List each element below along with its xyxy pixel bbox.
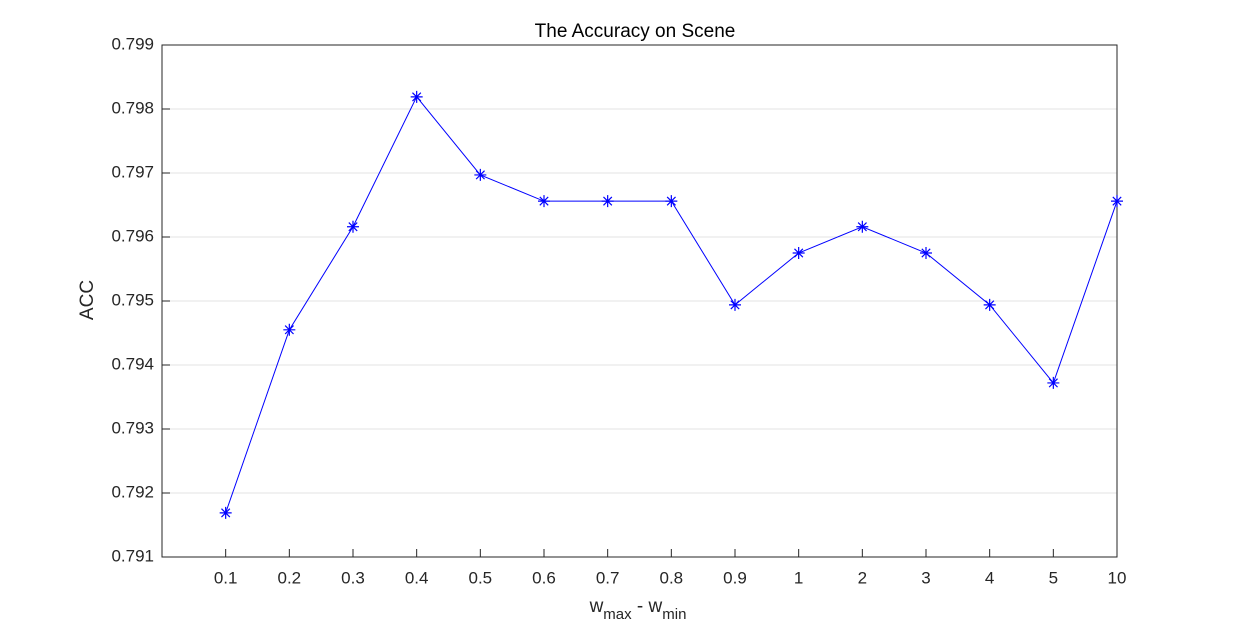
data-marker xyxy=(1111,195,1123,208)
x-tick-label: 0.7 xyxy=(596,568,620,587)
data-marker xyxy=(347,220,359,233)
x-label-sub: min xyxy=(662,606,686,623)
data-marker xyxy=(283,323,296,336)
x-tick-label: 0.5 xyxy=(469,568,493,587)
data-marker xyxy=(474,168,487,181)
chart-title: The Accuracy on Scene xyxy=(535,21,736,42)
x-tick-label: 0.4 xyxy=(405,568,429,587)
data-marker xyxy=(856,220,869,233)
x-tick-label: 0.8 xyxy=(660,568,684,587)
x-axis-label: wmax - wmin xyxy=(589,596,687,623)
x-tick-label: 0.9 xyxy=(723,568,747,587)
y-tick-label: 0.796 xyxy=(111,226,154,245)
x-label-part: - w xyxy=(632,596,663,617)
y-tick-label: 0.791 xyxy=(111,546,154,565)
data-marker xyxy=(792,247,805,259)
data-marker xyxy=(983,298,996,311)
x-label-sub: max xyxy=(603,606,632,623)
x-tick-label: 0.2 xyxy=(278,568,302,587)
data-line xyxy=(225,95,1118,514)
data-marker xyxy=(1047,376,1060,389)
data-marker xyxy=(601,195,614,208)
plot-frame xyxy=(161,44,1118,558)
x-tick-label: 4 xyxy=(985,568,994,587)
data-marker xyxy=(920,247,932,259)
x-tick-label: 3 xyxy=(921,568,930,587)
y-axis-label: ACC xyxy=(77,280,98,320)
y-tick-label: 0.793 xyxy=(111,418,154,437)
x-tick-label: 0.3 xyxy=(341,568,365,587)
x-tick-label: 2 xyxy=(858,568,867,587)
y-tick-label: 0.794 xyxy=(111,354,154,373)
x-tick-label: 0.6 xyxy=(532,568,556,587)
y-tick-label: 0.795 xyxy=(111,290,154,309)
x-tick-label: 10 xyxy=(1108,568,1127,587)
y-tick-label: 0.792 xyxy=(111,482,154,501)
data-marker xyxy=(729,298,741,311)
y-tick-label: 0.798 xyxy=(111,98,154,117)
x-tick-label: 5 xyxy=(1049,568,1058,587)
y-tick-label: 0.797 xyxy=(111,162,154,181)
data-marker xyxy=(665,195,678,208)
x-label-part: w xyxy=(589,596,604,617)
x-tick-label: 0.1 xyxy=(214,568,238,587)
data-marker xyxy=(410,90,423,103)
x-tick-label: 1 xyxy=(794,568,803,587)
y-tick-label: 0.799 xyxy=(111,34,154,53)
data-marker xyxy=(219,506,232,519)
data-marker xyxy=(538,195,550,208)
